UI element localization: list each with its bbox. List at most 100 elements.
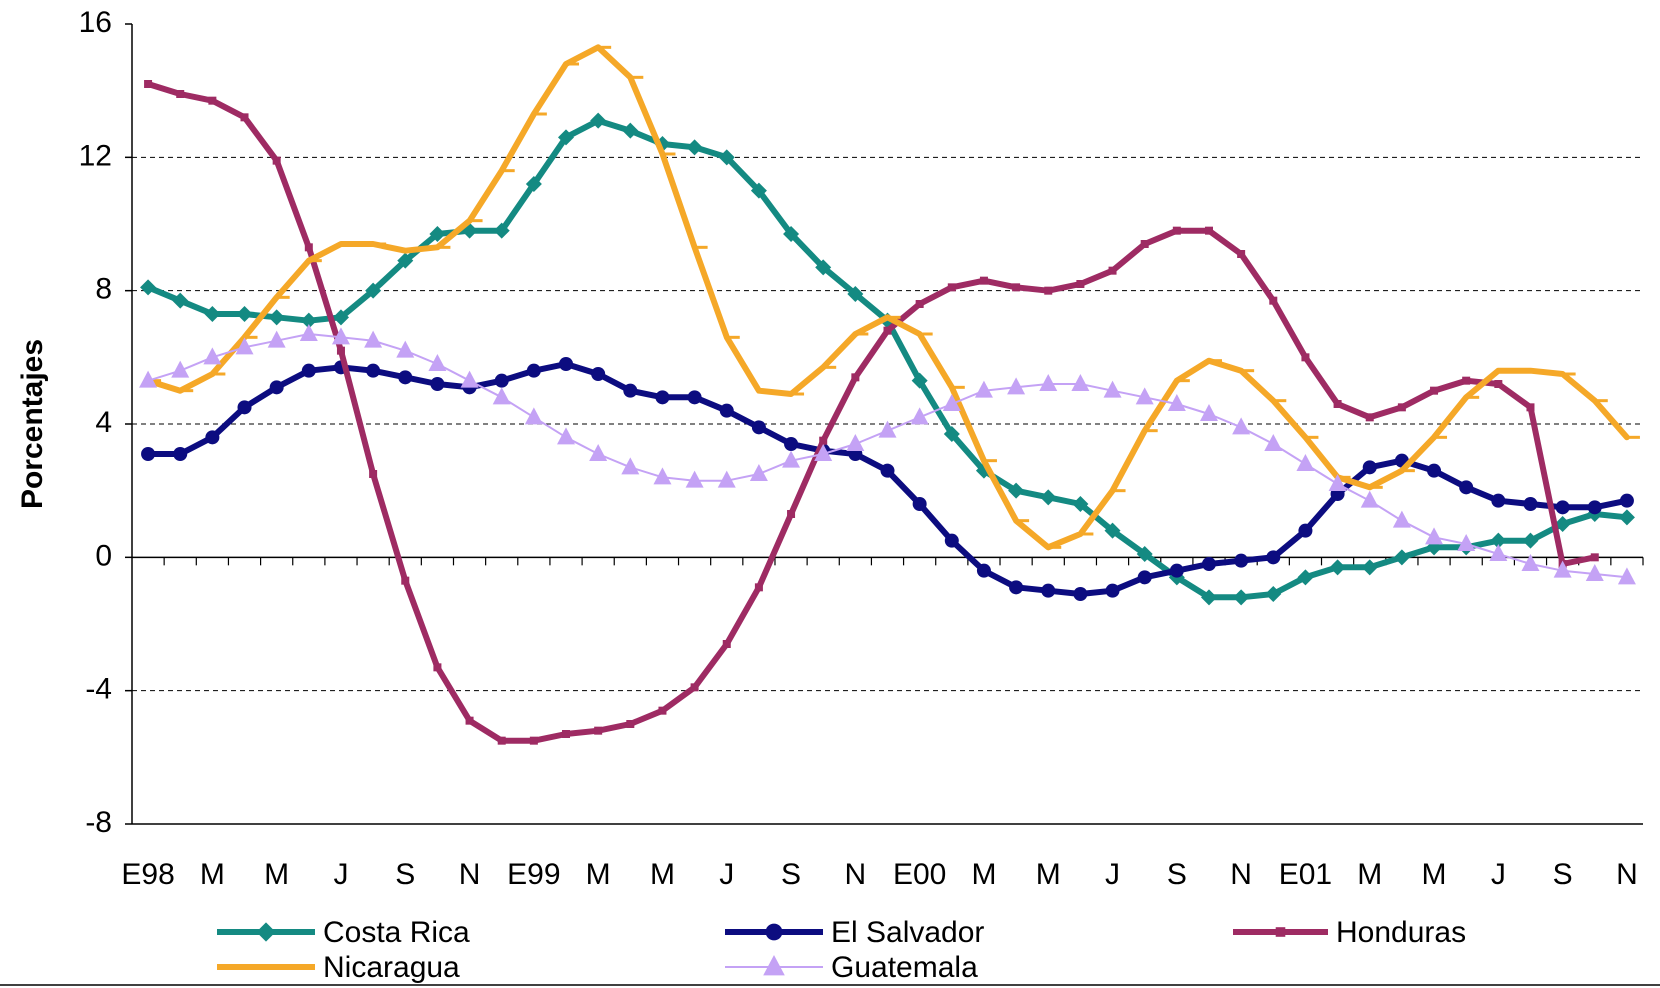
data-point <box>621 457 640 475</box>
data-point <box>1530 369 1544 373</box>
x-tick-label: E98 <box>121 858 174 891</box>
x-tick-label: M <box>971 858 996 891</box>
data-point <box>469 219 483 223</box>
data-point <box>1044 286 1053 295</box>
data-point <box>1337 475 1351 479</box>
data-point <box>726 335 740 339</box>
data-point <box>1008 482 1025 499</box>
data-point <box>141 447 156 461</box>
data-point <box>1361 559 1378 576</box>
data-point <box>1587 500 1602 515</box>
data-point <box>1489 544 1508 561</box>
x-tick-label: S <box>1553 858 1573 891</box>
data-point <box>562 730 571 738</box>
data-point <box>690 683 699 692</box>
data-point <box>525 176 542 192</box>
legend-marker <box>256 922 276 942</box>
series-line <box>145 81 1598 744</box>
legend-marker <box>1275 927 1286 937</box>
data-point <box>947 283 956 292</box>
x-tick-label: N <box>459 858 481 891</box>
x-tick-label: J <box>333 858 348 891</box>
data-point <box>1140 240 1149 248</box>
data-point <box>1305 435 1319 439</box>
x-tick-label: J <box>1491 858 1506 891</box>
data-point <box>1328 474 1347 491</box>
data-point <box>751 420 766 435</box>
data-point <box>405 249 419 253</box>
data-point <box>529 736 538 745</box>
data-point <box>1523 497 1538 511</box>
x-tick-label: E00 <box>893 858 946 891</box>
x-tick-label: J <box>1105 858 1120 891</box>
legend-label: Nicaragua <box>323 951 460 984</box>
data-point <box>1112 489 1126 493</box>
data-point <box>589 444 608 461</box>
x-tick-label: N <box>845 858 867 891</box>
x-tick-label: E01 <box>1279 858 1332 891</box>
data-point <box>783 226 800 242</box>
data-point <box>719 403 734 418</box>
x-tick-label: S <box>395 858 415 891</box>
data-point <box>1365 413 1374 422</box>
data-point <box>1200 589 1217 606</box>
data-point <box>237 400 252 415</box>
data-point <box>1176 379 1190 383</box>
data-point <box>1201 557 1216 571</box>
x-tick-label: M <box>1422 858 1447 891</box>
data-point <box>1073 587 1088 601</box>
data-point <box>1233 589 1250 606</box>
data-point <box>205 430 220 445</box>
data-point <box>1264 434 1283 451</box>
data-point <box>880 463 895 478</box>
y-tick-label: -4 <box>85 673 112 706</box>
data-point <box>398 370 413 385</box>
data-point <box>1135 387 1154 405</box>
data-point <box>855 332 869 336</box>
data-point <box>501 169 515 173</box>
y-tick-label: 12 <box>79 139 112 172</box>
data-point <box>653 467 672 485</box>
data-point <box>299 324 318 341</box>
data-point <box>240 113 249 122</box>
data-point <box>814 444 833 461</box>
data-point <box>1498 369 1512 373</box>
legend-marker <box>260 965 276 969</box>
data-point <box>1430 386 1439 395</box>
data-point <box>235 337 254 355</box>
data-point <box>1553 560 1572 578</box>
data-point <box>236 306 253 322</box>
x-tick-label: M <box>264 858 289 891</box>
data-point <box>144 80 153 88</box>
data-point <box>1555 500 1570 515</box>
data-point <box>1104 522 1121 539</box>
x-tick-label: N <box>1616 858 1638 891</box>
legend-label: El Salvador <box>831 916 984 949</box>
data-point <box>1199 404 1218 421</box>
data-point <box>244 335 258 339</box>
data-point <box>1392 510 1411 528</box>
data-point <box>1617 567 1636 585</box>
data-point <box>1590 553 1599 562</box>
data-point <box>1526 403 1535 412</box>
data-point <box>1204 226 1213 235</box>
data-point <box>465 716 474 725</box>
data-point <box>276 295 290 299</box>
data-point <box>429 226 446 242</box>
data-point <box>557 427 576 445</box>
data-point <box>437 245 451 249</box>
data-point <box>1425 527 1444 545</box>
data-point <box>1016 519 1030 523</box>
data-point <box>566 62 580 66</box>
data-point <box>976 563 991 578</box>
data-point <box>176 90 185 98</box>
legend-label: Honduras <box>1336 916 1466 949</box>
y-tick-label: -8 <box>85 806 112 839</box>
x-tick-label: N <box>1230 858 1252 891</box>
data-point <box>1619 493 1634 508</box>
data-point <box>622 122 639 139</box>
data-point <box>1080 532 1094 536</box>
data-point <box>493 222 510 239</box>
data-point <box>1007 377 1026 395</box>
data-point <box>944 533 959 548</box>
